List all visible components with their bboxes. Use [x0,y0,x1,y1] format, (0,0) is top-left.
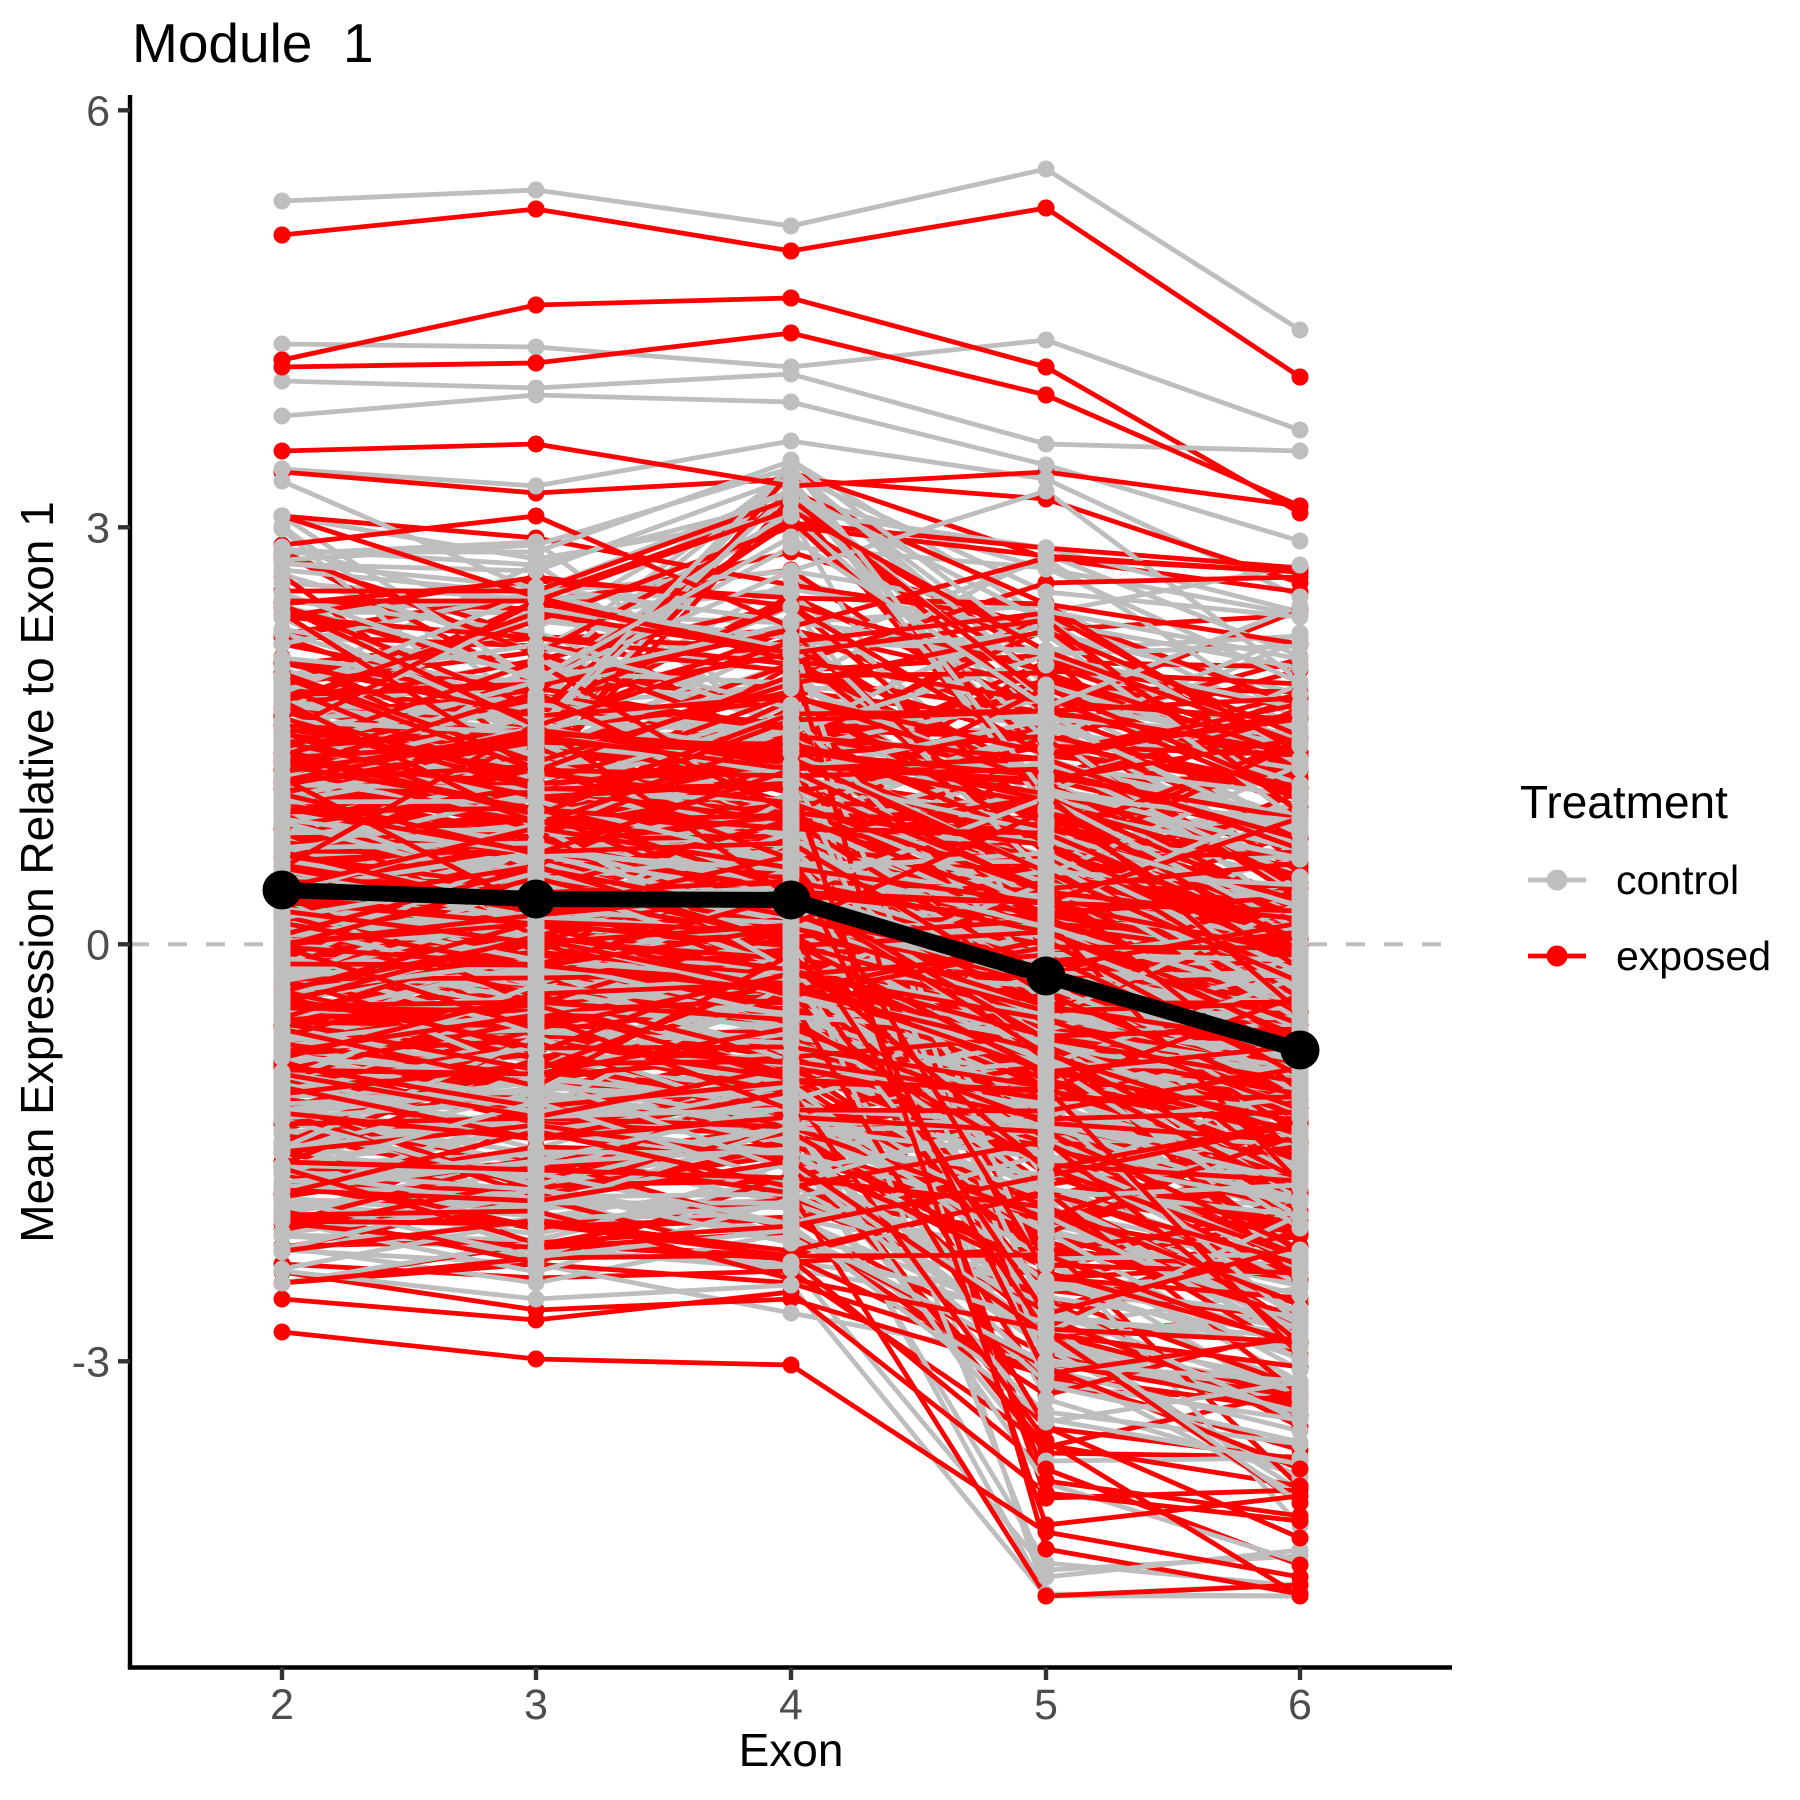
svg-text:control: control [1616,857,1739,903]
svg-text:6: 6 [86,87,110,135]
svg-text:Treatment: Treatment [1520,776,1728,828]
svg-text:-3: -3 [72,1338,110,1386]
svg-text:3: 3 [524,1681,548,1729]
svg-text:Module 1: Module 1 [132,12,374,74]
svg-text:3: 3 [86,504,110,552]
svg-text:exposed: exposed [1616,933,1771,979]
svg-text:5: 5 [1034,1681,1058,1729]
svg-text:4: 4 [779,1681,803,1729]
svg-text:0: 0 [86,921,110,969]
svg-text:2: 2 [270,1681,294,1729]
svg-text:6: 6 [1288,1681,1312,1729]
svg-text:Exon: Exon [739,1724,844,1776]
svg-text:Mean Expression Relative to Ex: Mean Expression Relative to Exon 1 [11,501,63,1243]
